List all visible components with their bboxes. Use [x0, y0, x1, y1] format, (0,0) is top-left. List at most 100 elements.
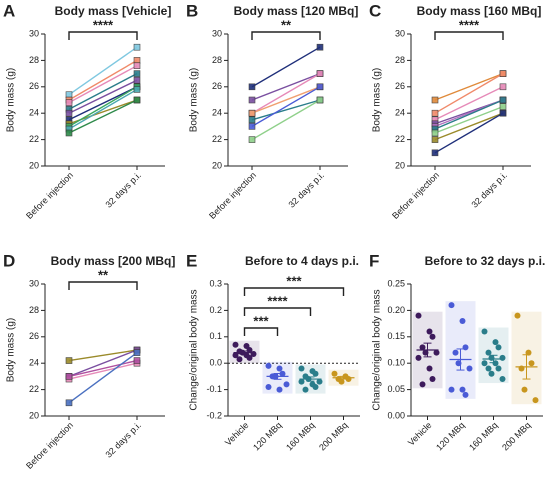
y-tick-label: 20: [395, 160, 405, 170]
point: [499, 103, 507, 110]
series-line: [68, 352, 138, 404]
series-line: [434, 72, 504, 114]
x-tick-label: Before injection: [390, 170, 441, 221]
y-axis-label: Body mass (g): [372, 68, 383, 132]
significance-label: **: [281, 17, 292, 32]
series-line: [68, 86, 138, 128]
point: [246, 354, 253, 361]
point: [499, 354, 506, 361]
chart-title: Before to 32 days p.i.: [425, 254, 546, 268]
significance-label: ***: [253, 313, 269, 328]
panel: C Body mass [160 MBq] Body mass (g) 20 22 24 2…: [369, 1, 541, 220]
y-tick-label: 26: [29, 331, 39, 341]
y-tick-label: 28: [29, 305, 39, 315]
chart-title: Before to 4 days p.i.: [245, 254, 359, 268]
y-tick-label: 0.05: [387, 384, 405, 394]
significance-bracket: [251, 31, 321, 40]
point: [466, 365, 473, 372]
point: [521, 386, 528, 393]
y-tick-label: -0.2: [206, 410, 222, 420]
y-tick-label: 24: [29, 108, 39, 118]
point: [316, 378, 323, 385]
point: [133, 86, 141, 93]
significance-bracket: [434, 31, 504, 40]
point: [312, 383, 319, 390]
point: [419, 381, 426, 388]
point: [133, 62, 141, 69]
point: [532, 397, 539, 404]
point: [65, 357, 73, 364]
y-tick-label: 0.15: [387, 331, 405, 341]
point: [65, 373, 73, 380]
point: [415, 312, 422, 319]
point: [232, 352, 239, 359]
y-tick-label: 0.0: [209, 358, 222, 368]
point: [133, 357, 141, 364]
series-line: [68, 46, 138, 96]
y-tick-label: 0.1: [209, 331, 222, 341]
point: [429, 333, 436, 340]
point: [431, 109, 439, 117]
series-line: [434, 105, 504, 134]
point: [133, 349, 141, 356]
x-tick-label: Vehicle: [223, 420, 251, 448]
point: [248, 83, 256, 91]
panel: E Before to 4 days p.i. Change/original bo…: [186, 251, 360, 453]
series-line: [68, 72, 138, 110]
point: [265, 383, 272, 390]
y-tick-label: 22: [212, 134, 222, 144]
point: [431, 129, 439, 137]
x-tick-label: 200 MBq: [500, 420, 533, 453]
point: [426, 328, 433, 335]
point: [316, 83, 324, 91]
point: [298, 378, 305, 385]
significance-label: **: [98, 267, 109, 282]
point: [316, 43, 324, 51]
point: [316, 70, 324, 77]
chart-title: Body mass [120 MBq]: [234, 4, 359, 18]
y-tick-label: 28: [212, 55, 222, 65]
y-tick-label: 22: [29, 384, 39, 394]
significance-bracket: [243, 287, 345, 296]
y-tick-label: 0.20: [387, 305, 405, 315]
y-tick-label: 22: [29, 134, 39, 144]
y-axis-label: Body mass (g): [6, 318, 17, 382]
significance-label: ****: [93, 17, 114, 32]
point: [331, 370, 338, 377]
point: [65, 109, 73, 117]
y-tick-label: 0.10: [387, 358, 405, 368]
significance-bracket: [68, 31, 138, 40]
y-tick-label: 0.00: [387, 410, 405, 420]
point: [133, 96, 141, 104]
panel-letter: D: [3, 251, 15, 270]
y-tick-label: 26: [29, 81, 39, 91]
x-tick-label: Before injection: [24, 420, 75, 471]
point: [415, 354, 422, 361]
point: [462, 391, 469, 398]
y-tick-label: 30: [212, 28, 222, 38]
point: [133, 43, 141, 51]
point: [499, 70, 507, 77]
y-tick-label: 20: [29, 160, 39, 170]
panel-letter: F: [369, 251, 379, 270]
point: [514, 312, 521, 319]
point: [448, 386, 455, 393]
y-tick-label: 26: [395, 81, 405, 91]
point: [133, 70, 141, 77]
point: [459, 386, 466, 393]
y-tick-label: 0.3: [209, 278, 222, 288]
point: [459, 317, 466, 324]
panel: A Body mass [Vehicle] Body mass (g) 20 22 24 2…: [3, 1, 171, 220]
series-line: [68, 349, 138, 378]
series-line: [434, 86, 504, 121]
x-tick-label: 32 days p.i.: [103, 420, 143, 460]
x-tick-label: 200 MBq: [317, 420, 350, 453]
point: [279, 370, 286, 377]
y-tick-label: 28: [395, 55, 405, 65]
significance-bracket: [68, 281, 138, 290]
series-line: [434, 112, 504, 154]
series-line: [434, 99, 504, 130]
x-tick-label: Before injection: [207, 170, 258, 221]
point: [248, 96, 256, 104]
